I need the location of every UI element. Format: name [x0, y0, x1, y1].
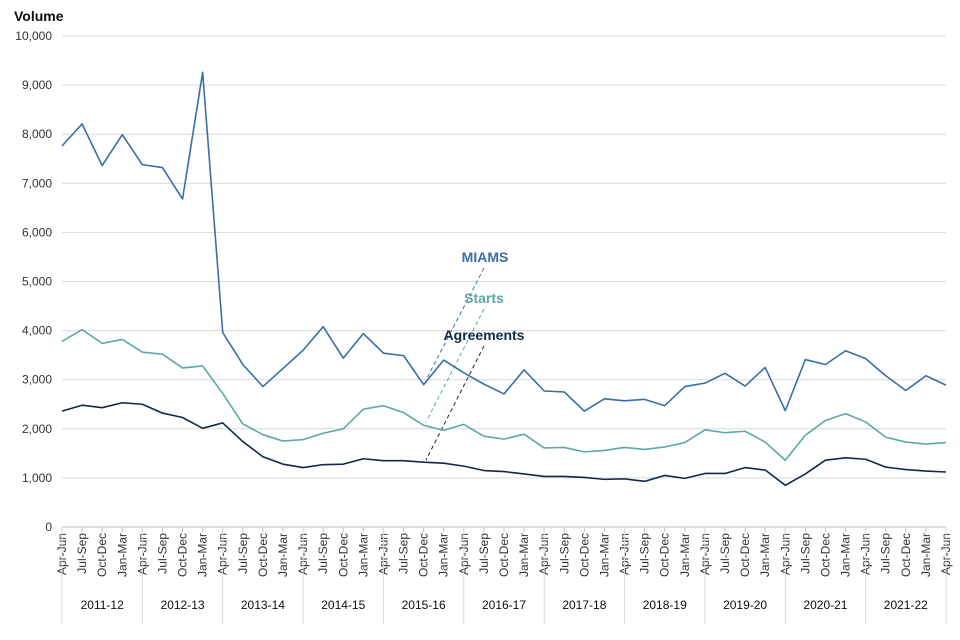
x-tick-label: Oct-Dec [577, 533, 591, 577]
x-tick-label: Oct-Dec [176, 533, 190, 577]
y-tick-label: 10,000 [15, 29, 52, 43]
series-line-agreements [61, 401, 947, 487]
x-tick-label: Jan-Mar [276, 533, 290, 577]
year-group-label: 2021-22 [884, 598, 928, 612]
x-tick-label: Jul-Sep [75, 533, 89, 574]
x-tick-label: Jul-Sep [397, 533, 411, 574]
x-tick-label: Oct-Dec [497, 533, 511, 577]
year-group-label: 2018-19 [643, 598, 687, 612]
x-tick-label: Jan-Mar [758, 533, 772, 577]
leader-line-miams [425, 267, 485, 381]
x-tick-label: Jul-Sep [477, 533, 491, 574]
x-tick-label: Jul-Sep [638, 533, 652, 574]
y-tick-label: 8,000 [22, 127, 52, 141]
series-labels: MIAMS Starts Agreements [444, 249, 525, 343]
year-group-label: 2016-17 [482, 598, 526, 612]
x-tick-label: Jan-Mar [356, 533, 370, 577]
x-axis: Apr-Jun Jul-Sep Oct-Dec Jan-Mar Apr-Jun Jul-S… [55, 527, 953, 624]
x-tick-label: Oct-Dec [95, 533, 109, 577]
y-tick-label: 2,000 [22, 422, 52, 436]
x-tick-label: Oct-Dec [658, 533, 672, 577]
year-group-label: 2011-12 [81, 598, 124, 612]
x-tick-label: Oct-Dec [256, 533, 270, 577]
y-tick-label: 3,000 [22, 373, 52, 387]
y-tick-label: 6,000 [22, 225, 52, 239]
series-label-starts: Starts [464, 290, 504, 306]
y-tick-label: 7,000 [22, 176, 52, 190]
x-tick-label: Oct-Dec [738, 533, 752, 577]
x-tick-label: Jan-Mar [919, 533, 933, 577]
x-tick-label: Oct-Dec [417, 533, 431, 577]
leader-line-agreements [425, 345, 485, 461]
leader-line-starts [425, 308, 485, 423]
x-tick-label: Jul-Sep [236, 533, 250, 574]
x-tick-label: Jan-Mar [678, 533, 692, 577]
x-tick-label: Jan-Mar [437, 533, 451, 577]
series-lines [61, 71, 947, 487]
gridlines [62, 35, 946, 528]
x-tick-label: Jan-Mar [517, 533, 531, 577]
x-tick-label: Jul-Sep [557, 533, 571, 574]
x-tick-label: Oct-Dec [899, 533, 913, 577]
year-group-label: 2017-18 [562, 598, 606, 612]
x-tick-label: Jan-Mar [196, 533, 210, 577]
x-tick-label: Jul-Sep [798, 533, 812, 574]
x-tick-label: Jul-Sep [718, 533, 732, 574]
series-line-starts [61, 328, 947, 462]
series-label-agreements: Agreements [444, 327, 525, 343]
y-tick-label: 4,000 [22, 324, 52, 338]
year-group-label: 2019-20 [723, 598, 767, 612]
x-tick-label: Jan-Mar [597, 533, 611, 577]
x-tick-label: Oct-Dec [336, 533, 350, 577]
year-group-label: 2015-16 [402, 598, 446, 612]
x-tick-label: Jul-Sep [316, 533, 330, 574]
year-group-label: 2013-14 [241, 598, 285, 612]
year-group-label: 2014-15 [321, 598, 365, 612]
year-group-label: 2020-21 [803, 598, 847, 612]
series-line-miams [61, 71, 947, 412]
x-tick-label: Jul-Sep [879, 533, 893, 574]
y-tick-label: 0 [45, 520, 52, 534]
year-group-label: 2012-13 [161, 598, 205, 612]
x-tick-label: Oct-Dec [818, 533, 832, 577]
y-axis-label: Volume [14, 8, 64, 24]
y-tick-label: 9,000 [22, 78, 52, 92]
x-tick-label: Jul-Sep [155, 533, 169, 574]
x-tick-label: Jan-Mar [839, 533, 853, 577]
x-tick-label: Jan-Mar [115, 533, 129, 577]
label-leader-lines [425, 267, 485, 461]
y-tick-label: 1,000 [22, 471, 52, 485]
y-axis-ticks: 0 1,000 2,000 3,000 4,000 5,000 6,000 7,000 8,00… [15, 29, 52, 534]
series-label-miams: MIAMS [462, 249, 509, 265]
y-tick-label: 5,000 [22, 275, 52, 289]
